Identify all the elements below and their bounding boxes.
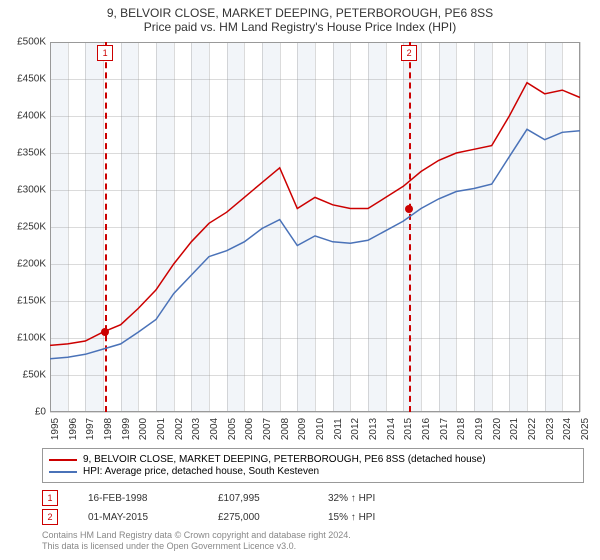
- plot-area: £0£50K£100K£150K£200K£250K£300K£350K£400…: [50, 42, 580, 412]
- footer-line-2: This data is licensed under the Open Gov…: [42, 541, 351, 552]
- y-tick-label: £400K: [2, 111, 46, 122]
- legend-swatch: [49, 471, 77, 473]
- y-tick-label: £250K: [2, 222, 46, 233]
- y-tick-label: £300K: [2, 185, 46, 196]
- x-tick-label: 2004: [209, 418, 220, 440]
- x-tick-label: 2000: [138, 418, 149, 440]
- sale-delta: 32% ↑ HPI: [328, 493, 375, 504]
- sale-delta: 15% ↑ HPI: [328, 512, 375, 523]
- x-tick-label: 2021: [509, 418, 520, 440]
- x-tick-label: 1996: [68, 418, 79, 440]
- x-tick-label: 2014: [386, 418, 397, 440]
- y-tick-label: £350K: [2, 148, 46, 159]
- x-tick-label: 2018: [456, 418, 467, 440]
- y-tick-label: £50K: [2, 370, 46, 381]
- sale-row: 1 16-FEB-1998 £107,995 32% ↑ HPI: [42, 490, 375, 506]
- x-tick-label: 2010: [315, 418, 326, 440]
- x-tick-label: 2011: [333, 418, 344, 440]
- legend-swatch: [49, 459, 77, 461]
- sale-row: 2 01-MAY-2015 £275,000 15% ↑ HPI: [42, 509, 375, 525]
- sale-index-box: 1: [42, 490, 58, 506]
- y-tick-label: £200K: [2, 259, 46, 270]
- x-tick-label: 2006: [244, 418, 255, 440]
- x-tick-label: 2016: [421, 418, 432, 440]
- y-tick-label: £500K: [2, 37, 46, 48]
- chart-subtitle: Price paid vs. HM Land Registry's House …: [0, 20, 600, 38]
- x-tick-label: 2019: [474, 418, 485, 440]
- x-tick-label: 2007: [262, 418, 273, 440]
- x-tick-label: 2017: [439, 418, 450, 440]
- x-tick-label: 2001: [156, 418, 167, 440]
- x-tick-label: 2013: [368, 418, 379, 440]
- x-tick-label: 2003: [191, 418, 202, 440]
- x-tick-label: 2022: [527, 418, 538, 440]
- attribution: Contains HM Land Registry data © Crown c…: [42, 530, 351, 552]
- sale-date: 16-FEB-1998: [88, 493, 188, 504]
- legend: 9, BELVOIR CLOSE, MARKET DEEPING, PETERB…: [42, 448, 584, 483]
- chart-title: 9, BELVOIR CLOSE, MARKET DEEPING, PETERB…: [0, 0, 600, 20]
- x-tick-label: 2024: [562, 418, 573, 440]
- x-tick-label: 1999: [121, 418, 132, 440]
- x-tick-label: 2012: [350, 418, 361, 440]
- sale-index-box: 2: [42, 509, 58, 525]
- line-series: [50, 42, 580, 412]
- legend-text: 9, BELVOIR CLOSE, MARKET DEEPING, PETERB…: [83, 454, 486, 465]
- sales-table: 1 16-FEB-1998 £107,995 32% ↑ HPI 2 01-MAY-201…: [42, 490, 375, 528]
- x-tick-label: 2023: [545, 418, 556, 440]
- chart-container: 9, BELVOIR CLOSE, MARKET DEEPING, PETERB…: [0, 0, 600, 560]
- x-tick-label: 1998: [103, 418, 114, 440]
- footer-line-1: Contains HM Land Registry data © Crown c…: [42, 530, 351, 541]
- y-tick-label: £450K: [2, 74, 46, 85]
- sale-date: 01-MAY-2015: [88, 512, 188, 523]
- y-tick-label: £150K: [2, 296, 46, 307]
- x-tick-label: 2005: [227, 418, 238, 440]
- sale-price: £275,000: [218, 512, 298, 523]
- legend-row: HPI: Average price, detached house, Sout…: [49, 466, 577, 477]
- y-tick-label: £100K: [2, 333, 46, 344]
- y-tick-label: £0: [2, 407, 46, 418]
- legend-text: HPI: Average price, detached house, Sout…: [83, 466, 319, 477]
- x-tick-label: 1995: [50, 418, 61, 440]
- x-tick-label: 2009: [297, 418, 308, 440]
- x-tick-label: 2025: [580, 418, 591, 440]
- x-tick-label: 2002: [174, 418, 185, 440]
- sale-price: £107,995: [218, 493, 298, 504]
- x-tick-label: 2015: [403, 418, 414, 440]
- x-tick-label: 2008: [280, 418, 291, 440]
- x-tick-label: 1997: [85, 418, 96, 440]
- legend-row: 9, BELVOIR CLOSE, MARKET DEEPING, PETERB…: [49, 454, 577, 465]
- x-tick-label: 2020: [492, 418, 503, 440]
